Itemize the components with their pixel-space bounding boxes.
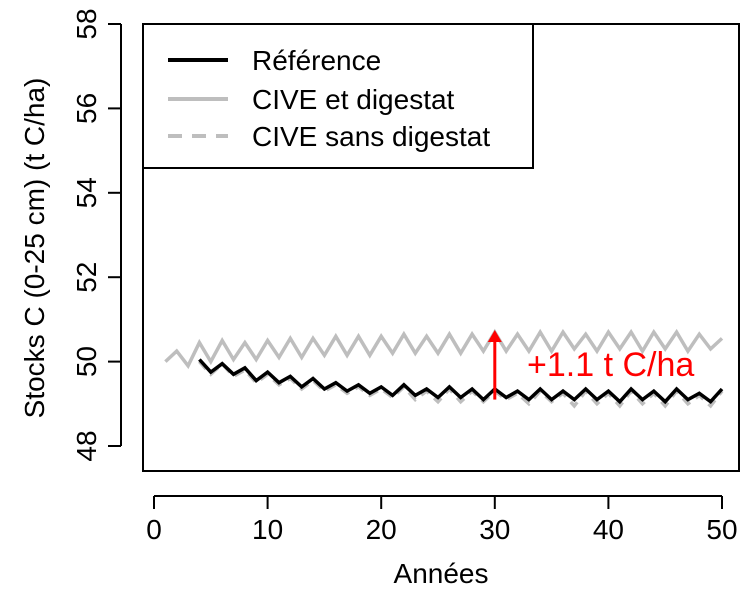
x-axis: 0 10 20 30 40 50: [146, 495, 738, 545]
x-tick-label: 50: [706, 514, 737, 545]
legend-label: Référence: [252, 45, 381, 76]
series-layer: [164, 328, 724, 409]
x-tick-label: 0: [146, 514, 162, 545]
y-tick-label: 54: [71, 177, 102, 208]
x-axis-title: Années: [394, 558, 489, 589]
legend-box: [142, 23, 534, 169]
series-line-cive-et-digestat: [164, 328, 724, 370]
y-tick-label: 48: [71, 430, 102, 461]
legend-label: CIVE sans digestat: [252, 121, 490, 152]
legend-label: CIVE et digestat: [252, 84, 455, 115]
annotation-layer: +1.1 t C/ha: [487, 329, 694, 400]
y-tick-label: 56: [71, 93, 102, 124]
y-axis-title: Stocks C (0-25 cm) (t C/ha): [19, 78, 50, 419]
y-tick-label: 58: [71, 8, 102, 39]
y-tick-label: 52: [71, 262, 102, 293]
x-tick-label: 10: [252, 514, 283, 545]
x-tick-label: 30: [479, 514, 510, 545]
y-axis: 48 50 52 54 56 58: [71, 8, 122, 462]
series-line-cive-sans-digestat: [198, 360, 724, 409]
x-tick-label: 20: [366, 514, 397, 545]
y-tick-label: 50: [71, 346, 102, 377]
x-tick-label: 40: [593, 514, 624, 545]
annotation-arrow-head: [487, 329, 502, 342]
legend: Référence CIVE et digestat CIVE sans diges…: [142, 23, 534, 169]
annotation-label: +1.1 t C/ha: [527, 346, 694, 384]
series-line-r-f-rence: [198, 358, 724, 405]
